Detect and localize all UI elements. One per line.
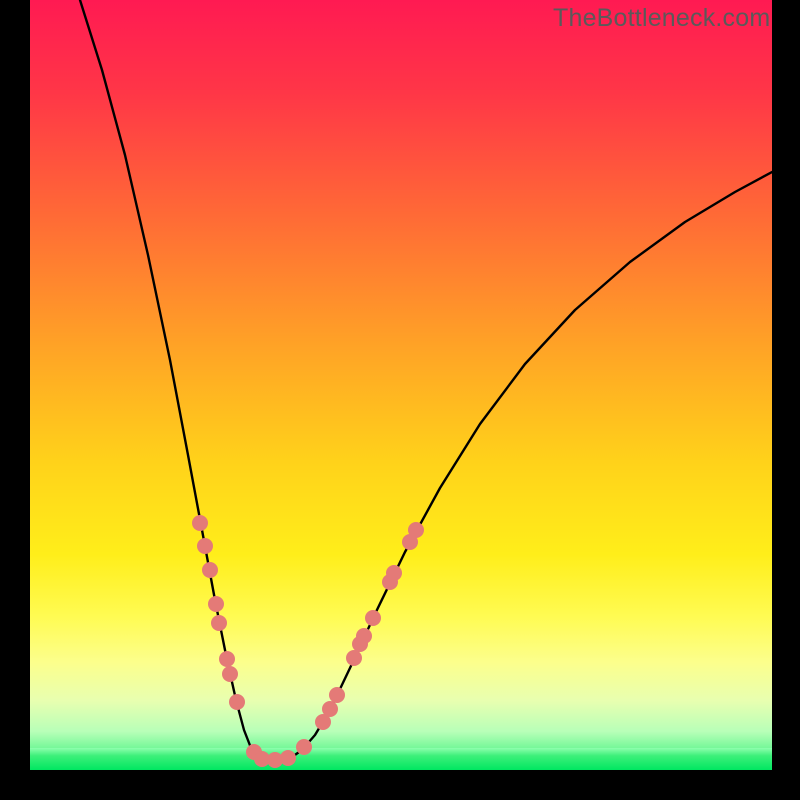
marker-group	[192, 515, 424, 768]
marker-point	[346, 650, 362, 666]
marker-point	[219, 651, 235, 667]
v-curve-chart	[30, 0, 772, 770]
marker-point	[322, 701, 338, 717]
marker-point	[280, 750, 296, 766]
marker-point	[356, 628, 372, 644]
marker-point	[192, 515, 208, 531]
marker-point	[408, 522, 424, 538]
marker-point	[229, 694, 245, 710]
marker-point	[211, 615, 227, 631]
marker-point	[386, 565, 402, 581]
watermark-text: TheBottleneck.com	[553, 4, 770, 33]
marker-point	[208, 596, 224, 612]
marker-point	[222, 666, 238, 682]
marker-point	[365, 610, 381, 626]
curve-left-branch	[80, 0, 266, 760]
marker-point	[197, 538, 213, 554]
marker-point	[296, 739, 312, 755]
marker-point	[202, 562, 218, 578]
chart-frame: TheBottleneck.com	[0, 0, 800, 800]
curve-right-branch	[266, 172, 772, 760]
marker-point	[329, 687, 345, 703]
plot-area	[30, 0, 772, 770]
